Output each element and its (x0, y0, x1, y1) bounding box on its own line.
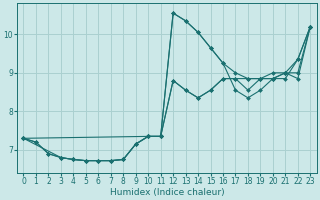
X-axis label: Humidex (Indice chaleur): Humidex (Indice chaleur) (109, 188, 224, 197)
